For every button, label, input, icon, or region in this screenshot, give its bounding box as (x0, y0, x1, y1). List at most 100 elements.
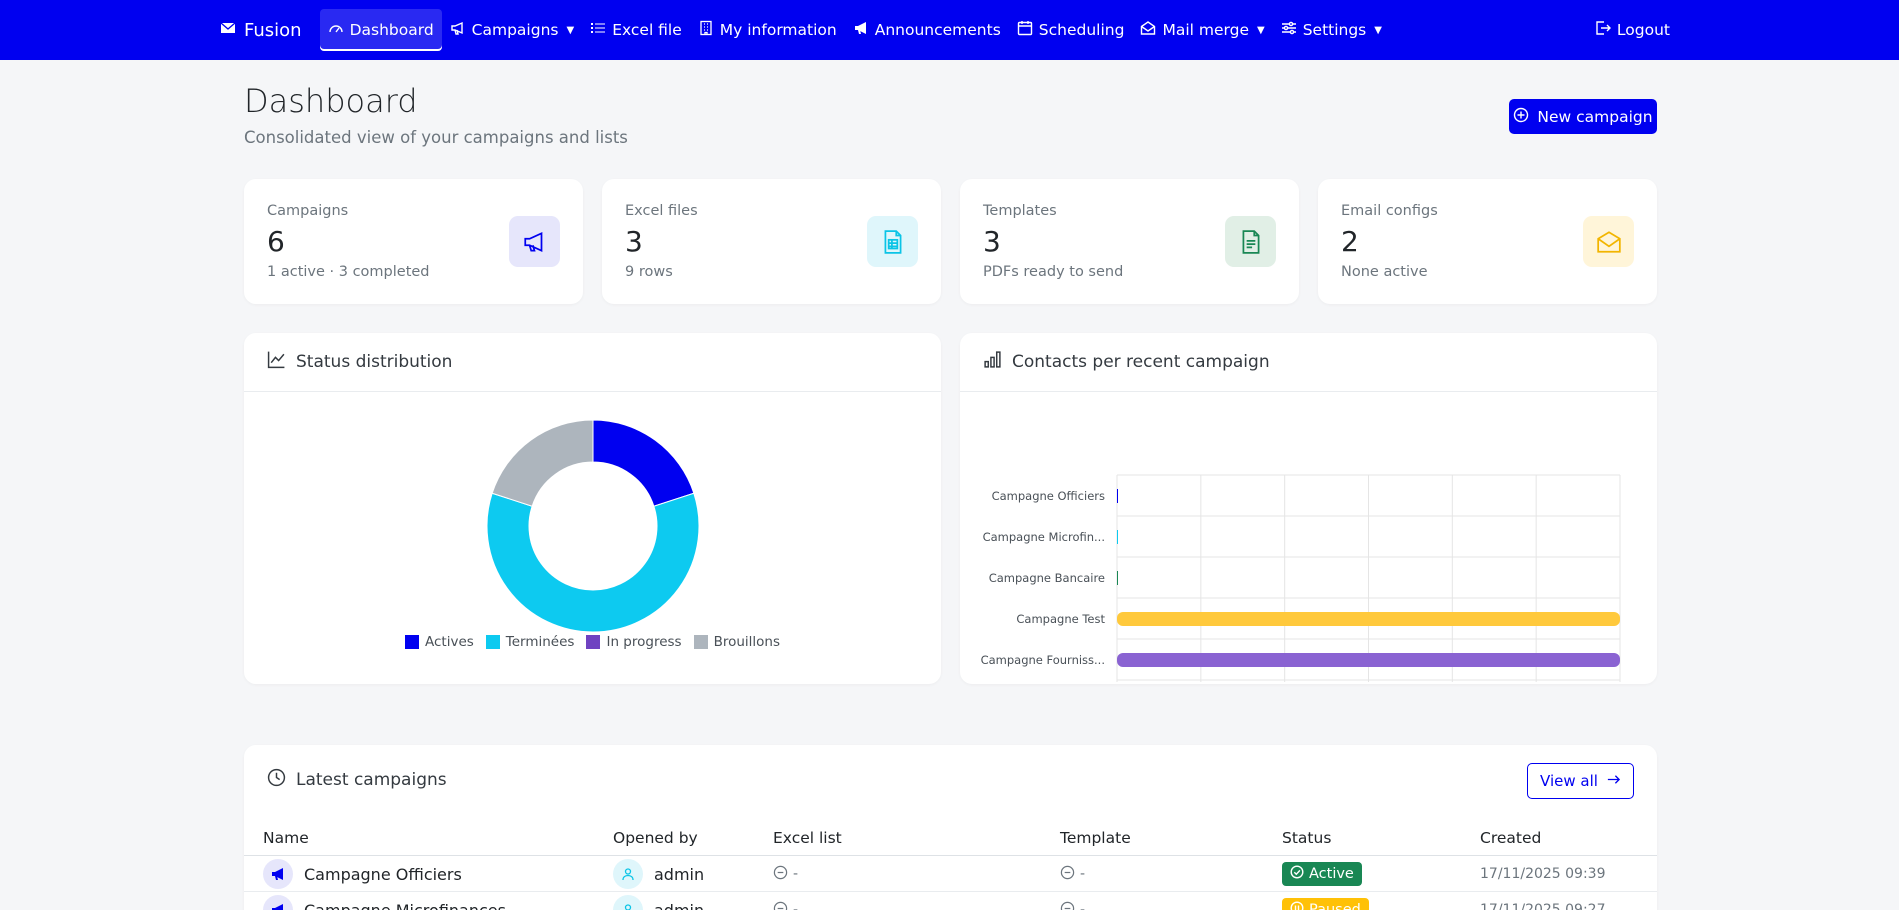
bar-campagne-bancaire[interactable] (1117, 571, 1118, 585)
navbar-inner: Fusion Dashboard Campaigns ▼ Excel file … (220, 0, 1678, 60)
stat-sub: 1 active · 3 completed (267, 264, 430, 280)
column-header[interactable]: Excel list (773, 829, 842, 847)
stat-label: Excel files (625, 203, 698, 219)
nav-campaigns-label: Campaigns (471, 21, 559, 39)
dash-circle-icon (1060, 901, 1075, 910)
bar-chart-icon (983, 350, 1002, 374)
opened-by: admin (654, 900, 705, 910)
legend-item[interactable]: In progress (586, 634, 682, 650)
stat-card-templates: Templates 3 PDFs ready to send (960, 179, 1299, 304)
view-all-button[interactable]: View all (1527, 763, 1634, 799)
contacts-chart-card: Contacts per recent campaign 00,51,01,52… (960, 333, 1657, 684)
status-badge: Paused (1282, 898, 1369, 910)
legend-item[interactable]: Brouillons (693, 634, 781, 650)
contacts-chart-title: Contacts per recent campaign (1012, 352, 1270, 372)
y-category-label: Campagne Officiers (992, 489, 1105, 503)
nav-scheduling[interactable]: Scheduling (1009, 9, 1133, 51)
new-campaign-label: New campaign (1537, 107, 1653, 126)
status-distribution-header: Status distribution (244, 333, 941, 392)
megaphone-icon (263, 859, 293, 889)
y-category-label: Campagne Test (1016, 612, 1105, 626)
status-distribution-card: Status distribution Actives Terminées In p… (244, 333, 941, 684)
brand-label: Fusion (244, 19, 302, 41)
nav-announcements[interactable]: Announcements (845, 9, 1009, 51)
envelope-icon (1583, 216, 1634, 267)
donut-slice-termin-es[interactable] (486, 492, 700, 633)
template: - (1080, 902, 1086, 910)
nav-mail-merge-label: Mail merge (1162, 21, 1249, 39)
column-header[interactable]: Template (1060, 829, 1131, 847)
stat-sub: PDFs ready to send (983, 264, 1124, 280)
donut-slice-actives[interactable] (592, 419, 695, 507)
page-subtitle: Consolidated view of your campaigns and … (244, 128, 628, 147)
bar-campagne-fourniss-[interactable] (1117, 653, 1620, 667)
legend-label: Terminées (505, 634, 575, 650)
stat-value: 3 (983, 225, 1001, 258)
bar-campagne-test[interactable] (1117, 612, 1620, 626)
legend-item[interactable]: Actives (404, 634, 474, 650)
nav-my-information[interactable]: My information (690, 9, 845, 51)
stat-sub: None active (1341, 264, 1428, 280)
legend-item[interactable]: Terminées (485, 634, 575, 650)
brand[interactable]: Fusion (220, 20, 302, 41)
latest-campaigns-title: Latest campaigns (296, 770, 447, 790)
dash-circle-icon (773, 865, 788, 884)
caret-down-icon: ▼ (566, 24, 575, 36)
nav-excel-file[interactable]: Excel file (582, 9, 690, 51)
megaphone-icon (509, 216, 560, 267)
new-campaign-button[interactable]: New campaign (1509, 99, 1657, 134)
column-header[interactable]: Status (1282, 829, 1332, 847)
logout-link[interactable]: Logout (1587, 9, 1678, 51)
column-header[interactable]: Name (263, 829, 309, 847)
megaphone-icon (263, 895, 293, 910)
nav-scheduling-label: Scheduling (1038, 21, 1125, 39)
nav-settings-label: Settings (1302, 21, 1367, 39)
latest-campaigns-card: Latest campaigns View all Name Opened by… (244, 745, 1657, 910)
column-header[interactable]: Opened by (613, 829, 698, 847)
donut-slice-brouillons[interactable] (491, 419, 594, 507)
table-row[interactable]: Campagne Microfinances admin - - Paused … (244, 892, 1657, 910)
top-navbar: Fusion Dashboard Campaigns ▼ Excel file … (0, 0, 1899, 60)
caret-down-icon: ▼ (1374, 24, 1382, 36)
pause-circle-icon (1290, 901, 1304, 910)
table-header: Name Opened by Excel list Template Statu… (244, 821, 1657, 856)
user-icon (613, 895, 643, 910)
opened-by: admin (654, 864, 705, 884)
plus-circle-icon (1513, 107, 1529, 127)
nav-my-information-label: My information (719, 21, 837, 39)
nav-mail-merge[interactable]: Mail merge ▼ (1132, 9, 1272, 51)
column-header[interactable]: Created (1480, 829, 1542, 847)
legend-swatch (485, 635, 500, 649)
bar-campagne-officiers[interactable] (1117, 489, 1118, 503)
logout-icon (1595, 20, 1611, 40)
legend-label: Brouillons (713, 634, 781, 650)
nav-campaigns[interactable]: Campaigns ▼ (442, 9, 583, 51)
caret-down-icon: ▼ (1256, 24, 1265, 36)
campaign-name[interactable]: Campagne Microfinances (304, 900, 506, 910)
campaign-name[interactable]: Campagne Officiers (304, 864, 462, 884)
table-row[interactable]: Campagne Officiers admin - - Active 17/1… (244, 856, 1657, 892)
nav-dashboard[interactable]: Dashboard (319, 9, 442, 51)
megaphone-icon (450, 20, 466, 40)
building-icon (698, 20, 714, 40)
stat-card-email-configs: Email configs 2 None active (1318, 179, 1657, 304)
stat-value: 6 (267, 225, 285, 258)
bar-campagne-microfin-[interactable] (1117, 530, 1118, 544)
status-cell: Active (1282, 856, 1362, 892)
legend-swatch (404, 635, 419, 649)
legend-swatch (586, 635, 601, 649)
envelope-icon (220, 20, 236, 41)
campaign-name-cell: Campagne Microfinances (263, 892, 506, 910)
stat-value: 2 (1341, 225, 1359, 258)
contacts-chart-header: Contacts per recent campaign (960, 333, 1657, 392)
document-icon (1225, 216, 1276, 267)
excel-list: - (793, 866, 799, 882)
user-icon (613, 859, 643, 889)
status-label: Active (1309, 866, 1354, 882)
dash-circle-icon (1060, 865, 1075, 884)
status-legend: Actives Terminées In progress Brouillons (244, 634, 941, 650)
stat-label: Email configs (1341, 203, 1438, 219)
megaphone-icon (853, 20, 869, 40)
stat-card-excel-files: Excel files 3 9 rows (602, 179, 941, 304)
nav-settings[interactable]: Settings ▼ (1273, 9, 1390, 51)
